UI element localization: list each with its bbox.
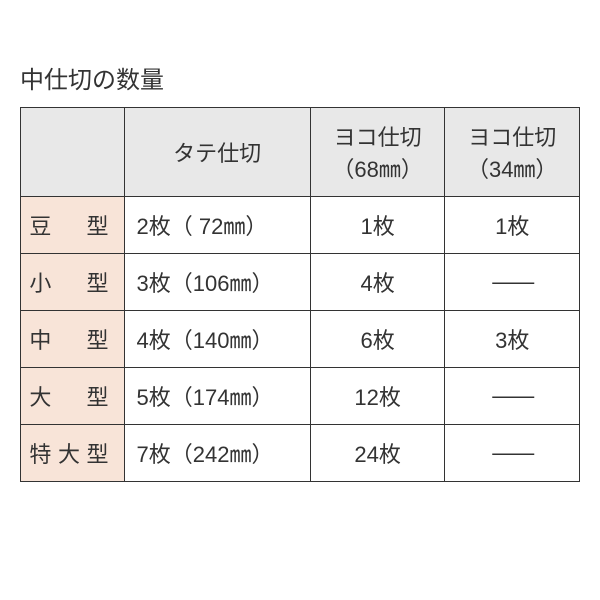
cell-yoko68: 1枚 — [310, 197, 445, 254]
cell-tate: 7枚（242㎜） — [124, 425, 310, 482]
cell-yoko68: 24枚 — [310, 425, 445, 482]
header-yoko-34-line1: ヨコ仕切 — [468, 125, 556, 150]
table-row: 特大型 7枚（242㎜） 24枚 ―― — [21, 425, 580, 482]
header-yoko-68-line1: ヨコ仕切 — [334, 125, 422, 150]
cell-yoko68: 12枚 — [310, 368, 445, 425]
table-row: 大 型 5枚（174㎜） 12枚 ―― — [21, 368, 580, 425]
divider-quantity-table: タテ仕切 ヨコ仕切 （68㎜） ヨコ仕切 （34㎜） 豆 型 2枚（ 72㎜） … — [20, 107, 580, 482]
row-label-large: 大 型 — [21, 368, 125, 425]
cell-tate: 2枚（ 72㎜） — [124, 197, 310, 254]
header-corner — [21, 108, 125, 197]
header-yoko-34: ヨコ仕切 （34㎜） — [445, 108, 580, 197]
row-label-xlarge: 特大型 — [21, 425, 125, 482]
cell-yoko34: ―― — [445, 368, 580, 425]
row-label-medium: 中 型 — [21, 311, 125, 368]
cell-yoko34: ―― — [445, 425, 580, 482]
row-label-mame: 豆 型 — [21, 197, 125, 254]
header-yoko-68: ヨコ仕切 （68㎜） — [310, 108, 445, 197]
table-header-row: タテ仕切 ヨコ仕切 （68㎜） ヨコ仕切 （34㎜） — [21, 108, 580, 197]
cell-yoko68: 4枚 — [310, 254, 445, 311]
header-yoko-34-line2: （34㎜） — [467, 157, 557, 182]
cell-yoko34: ―― — [445, 254, 580, 311]
table-row: 中 型 4枚（140㎜） 6枚 3枚 — [21, 311, 580, 368]
cell-yoko34: 1枚 — [445, 197, 580, 254]
cell-yoko34: 3枚 — [445, 311, 580, 368]
header-yoko-68-line2: （68㎜） — [332, 157, 422, 182]
header-tate: タテ仕切 — [124, 108, 310, 197]
cell-tate: 5枚（174㎜） — [124, 368, 310, 425]
cell-tate: 3枚（106㎜） — [124, 254, 310, 311]
cell-yoko68: 6枚 — [310, 311, 445, 368]
row-label-small: 小 型 — [21, 254, 125, 311]
table-row: 小 型 3枚（106㎜） 4枚 ―― — [21, 254, 580, 311]
table-row: 豆 型 2枚（ 72㎜） 1枚 1枚 — [21, 197, 580, 254]
cell-tate: 4枚（140㎜） — [124, 311, 310, 368]
table-title: 中仕切の数量 — [20, 60, 580, 95]
